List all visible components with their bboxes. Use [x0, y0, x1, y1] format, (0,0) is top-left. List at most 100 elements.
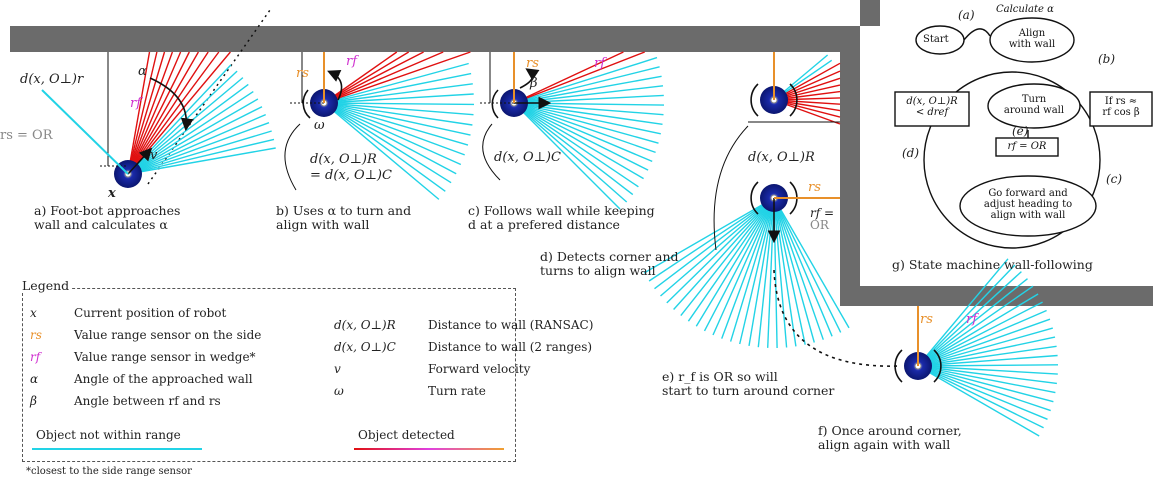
- panel-e-ray: [773, 197, 788, 348]
- panel-c-ray: [513, 102, 634, 196]
- panel-e-ray: [729, 197, 775, 342]
- panel-e-ray: [695, 197, 775, 327]
- legend-footnote: *closest to the side range sensor: [26, 466, 192, 477]
- panel-c-ray: [513, 51, 624, 104]
- legend-sym-alpha: α: [30, 372, 39, 386]
- label-a-v: v: [150, 148, 158, 163]
- panel-e-ray: [703, 197, 775, 332]
- caption-a: a) Foot-bot approaches wall and calculate…: [34, 203, 181, 232]
- panel-a-ray: [127, 113, 266, 175]
- label-c-dist: d(x, O⊥)C: [494, 150, 561, 165]
- panel-b-ray: [323, 102, 446, 192]
- legend-text-omega: Turn rate: [428, 384, 486, 398]
- panel-b-ray: [323, 102, 440, 200]
- sm-align: Align with wall: [1008, 28, 1056, 50]
- panel-c-ray: [513, 66, 660, 104]
- label-c-rf: rf: [594, 56, 606, 71]
- panel-e-ray: [643, 197, 775, 274]
- panel-e-ray: [773, 197, 850, 329]
- label-f-rf: rf: [966, 312, 978, 327]
- legend-sym-omega: ω: [334, 384, 344, 398]
- panel-c-ray: [513, 102, 656, 154]
- legend-sym-rf: rf: [30, 350, 41, 364]
- caption-c: c) Follows wall while keeping d at a pref…: [468, 203, 655, 232]
- panel-c-ray: [513, 102, 649, 171]
- sm-edge-e: (e): [1012, 124, 1029, 138]
- panel-a-ray: [127, 138, 275, 175]
- panel-e-ray: [673, 197, 775, 310]
- caption-e: e) r_f is OR so will start to turn around…: [662, 369, 835, 398]
- panel-a-ray: [127, 51, 158, 175]
- panel-f-ray: [917, 258, 1009, 367]
- panel-a-ray: [127, 98, 259, 175]
- corner-path-dotted: [773, 269, 901, 367]
- state-machine: [894, 17, 1153, 249]
- panel-b-ray: [323, 102, 452, 184]
- panel-b-ray: [323, 102, 457, 175]
- legend-sym-beta: β: [30, 394, 37, 408]
- legend-text-dC: Distance to wall (2 ranges): [428, 340, 593, 354]
- label-d-dist: d(x, O⊥)R: [748, 150, 815, 165]
- panel-f-ray: [917, 264, 1016, 367]
- panel-e-ray: [773, 197, 824, 340]
- legend-sym-x: x: [30, 306, 37, 320]
- legend-sym-rs: rs: [30, 328, 42, 342]
- panel-e-ray: [660, 197, 775, 297]
- label-b-rf: rf: [346, 54, 358, 69]
- panel-e-ray: [767, 197, 775, 348]
- sm-edge-b: (b): [1098, 52, 1116, 66]
- legend-line-hit: [354, 448, 504, 450]
- sm-forward: Go forward and adjust heading to align wit…: [983, 188, 1073, 221]
- panel-e-ray: [757, 197, 775, 348]
- label-b-rs: rs: [296, 66, 309, 81]
- panel-c-ray: [513, 102, 639, 188]
- legend-sym-dR: d(x, O⊥)R: [334, 318, 396, 332]
- legend-not-in-range: Object not within range: [36, 428, 181, 442]
- label-c-rs: rs: [526, 56, 539, 71]
- panel-b-ray: [323, 102, 474, 116]
- label-d-rf-or: rf =: [810, 206, 835, 220]
- label-c-beta: β: [530, 76, 538, 91]
- legend-title: Legend: [20, 278, 72, 293]
- panel-c-ray: [513, 102, 659, 144]
- panel-c-ray: [513, 102, 653, 163]
- panel-c-ray: [513, 51, 645, 104]
- panel-e-ray: [712, 197, 775, 336]
- panel-b-ray: [323, 93, 474, 104]
- panel-c-ray: [513, 102, 628, 203]
- panel-e-ray: [739, 197, 775, 345]
- sm-cond-b: If rs ≈ rf cos β: [1102, 96, 1140, 118]
- panel-e-ray: [748, 197, 775, 347]
- panel-b-ray: [323, 51, 444, 104]
- label-b-eq1: d(x, O⊥)R: [310, 152, 377, 167]
- legend-text-x: Current position of robot: [74, 306, 227, 320]
- panel-b-ray: [323, 51, 410, 104]
- legend-text-rs: Value range sensor on the side: [74, 328, 262, 342]
- panel-b-ray: [323, 72, 472, 104]
- panel-c-ray: [513, 56, 658, 104]
- panel-b-ray: [323, 51, 398, 104]
- panel-e-ray: [648, 197, 775, 282]
- panel-e-ray: [773, 197, 806, 345]
- panel-b-ray: [323, 83, 473, 104]
- panel-a-ray: [127, 51, 151, 175]
- sm-cond-d: d(x, O⊥)R < dref: [906, 96, 958, 118]
- label-a-rf: rf: [130, 96, 142, 111]
- panel-f-ray: [917, 365, 1044, 429]
- panel-f-ray: [917, 301, 1043, 367]
- label-b-omega: ω: [314, 118, 325, 133]
- legend-line-free: [32, 448, 202, 450]
- sm-edge-c: (c): [1106, 172, 1123, 186]
- legend-detected: Object detected: [358, 428, 455, 442]
- panel-e-ray: [773, 197, 842, 333]
- label-f-rs: rs: [920, 312, 933, 327]
- label-b-eq2: = d(x, O⊥)C: [310, 168, 392, 183]
- panel-c-ray: [513, 102, 644, 180]
- legend-text-rf: Value range sensor in wedge*: [74, 350, 256, 364]
- panel-f-ray: [917, 365, 1054, 403]
- panel-a-ray: [127, 70, 238, 175]
- panel-b-ray: [323, 62, 469, 104]
- label-a-alpha: α: [138, 64, 147, 79]
- caption-f: f) Once around corner, align again with w…: [818, 423, 962, 452]
